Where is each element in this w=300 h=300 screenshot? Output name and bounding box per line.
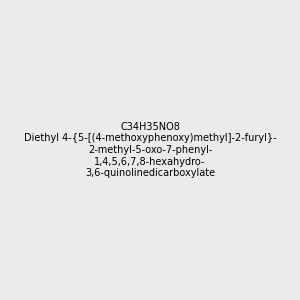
Text: C34H35NO8
Diethyl 4-{5-[(4-methoxyphenoxy)methyl]-2-furyl}-
2-methyl-5-oxo-7-phe: C34H35NO8 Diethyl 4-{5-[(4-methoxyphenox… <box>24 122 276 178</box>
